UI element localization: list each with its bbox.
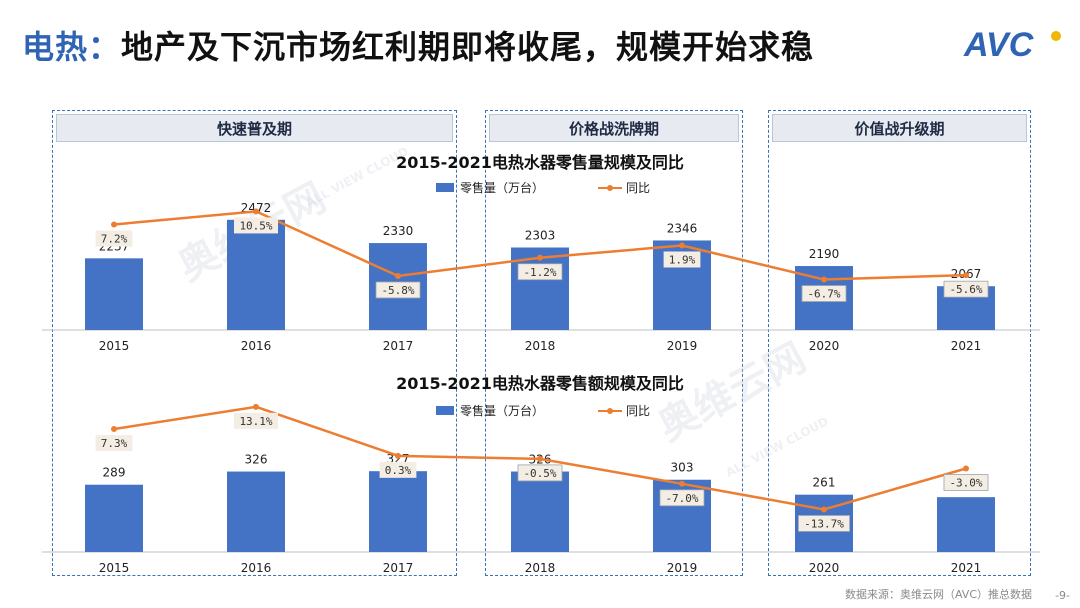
chart2-tick-2020: 2020 bbox=[809, 561, 840, 575]
chart2-yoy-label-bg-2021 bbox=[943, 474, 989, 491]
chart2-bar-2018 bbox=[511, 471, 569, 552]
chart1-tick-2015: 2015 bbox=[99, 339, 130, 353]
chart2-yoy-point-2018 bbox=[537, 455, 543, 462]
avc-logo-text: AVC bbox=[963, 26, 1034, 64]
chart1-tick-2020: 2020 bbox=[809, 339, 840, 353]
chart1-legend-bar-label: 零售量（万台） bbox=[460, 180, 544, 195]
chart1-yoy-point-2021 bbox=[963, 272, 969, 279]
page-title: 电热：地产及下沉市场红利期即将收尾，规模开始求稳 bbox=[22, 22, 814, 68]
chart2-yoy-label-bg-2015 bbox=[95, 435, 133, 452]
chart2-yoy-point-2019 bbox=[679, 480, 685, 487]
chart2-yoy-label-2018: -0.5% bbox=[523, 467, 556, 480]
page-title-accent: 电热： bbox=[22, 28, 122, 66]
chart2-bar-value-2019: 303 bbox=[671, 461, 694, 475]
chart1-tick-2018: 2018 bbox=[525, 339, 556, 353]
chart2-title: 2015-2021电热水器零售额规模及同比 bbox=[396, 374, 684, 393]
chart1-yoy-point-2017 bbox=[395, 272, 401, 279]
chart2-bar-2021 bbox=[937, 497, 995, 552]
chart1-yoy-label-bg-2021 bbox=[943, 280, 989, 298]
chart1-yoy-label-2019: 1.9% bbox=[669, 253, 696, 266]
chart1-bar-value-2017: 2330 bbox=[383, 224, 414, 238]
chart2-yoy-label-2015: 7.3% bbox=[101, 437, 128, 450]
chart2-legend-line-marker bbox=[607, 408, 613, 414]
chart1-legend-line-marker bbox=[607, 185, 613, 191]
phase-panel-3 bbox=[768, 110, 1031, 576]
chart2-yoy-point-2020 bbox=[821, 506, 827, 513]
chart2-yoy-label-2019: -7.0% bbox=[665, 492, 698, 505]
chart2-yoy-label-bg-2017 bbox=[379, 461, 417, 478]
chart1-yoy-label-bg-2019 bbox=[663, 251, 701, 268]
chart1-tick-2016: 2016 bbox=[241, 339, 272, 353]
chart2-bar-value-2020: 261 bbox=[813, 476, 836, 490]
chart1-yoy-label-2018: -1.2% bbox=[523, 266, 556, 279]
chart2-bar-2016 bbox=[227, 471, 285, 552]
chart1-legend-bar-swatch bbox=[436, 183, 454, 192]
chart2-yoy-label-bg-2020 bbox=[798, 515, 851, 532]
chart1-yoy-point-2019 bbox=[679, 242, 685, 249]
chart2-bar-value-2016: 326 bbox=[245, 453, 268, 467]
chart1-title: 2015-2021电热水器零售量规模及同比 bbox=[396, 153, 684, 172]
chart2-legend-line-label: 同比 bbox=[626, 404, 650, 418]
chart2-bar-value-2015: 289 bbox=[103, 466, 126, 480]
chart2-bar-2015 bbox=[85, 484, 143, 552]
chart2-legend-bar-label: 零售量（万台） bbox=[460, 403, 544, 418]
avc-logo: AVC bbox=[963, 26, 1061, 64]
chart1-yoy-label-2015: 7.2% bbox=[101, 232, 128, 245]
chart2-yoy-point-2021 bbox=[963, 465, 969, 472]
phase-panel-2 bbox=[485, 110, 743, 576]
chart2-yoy-label-bg-2019 bbox=[659, 489, 705, 507]
data-source-note: 数据来源：奥维云网（AVC）推总数据 bbox=[844, 588, 1032, 601]
chart1-yoy-label-bg-2016 bbox=[234, 217, 278, 234]
chart2-yoy-label-bg-2016 bbox=[234, 412, 278, 429]
chart2-tick-2016: 2016 bbox=[241, 561, 272, 575]
chart1-yoy-label-bg-2018 bbox=[517, 263, 563, 281]
chart1-bar-2016 bbox=[227, 219, 285, 330]
chart1-yoy-point-2016 bbox=[253, 208, 259, 215]
chart1-yoy-label-2020: -6.7% bbox=[807, 288, 840, 301]
chart1-yoy-label-2021: -5.6% bbox=[949, 283, 982, 296]
chart1-yoy-point-2020 bbox=[821, 276, 827, 283]
phase-header-2: 价格战洗牌期 bbox=[489, 114, 739, 142]
chart1-bar-value-2019: 2346 bbox=[667, 221, 698, 235]
phase-header-3: 价值战升级期 bbox=[772, 114, 1027, 142]
phase-header-1: 快速普及期 bbox=[56, 114, 453, 142]
chart2-tick-2019: 2019 bbox=[667, 561, 698, 575]
chart1-bar-value-2018: 2303 bbox=[525, 229, 556, 243]
chart2-yoy-point-2016 bbox=[253, 403, 259, 410]
chart2-yoy-label-bg-2018 bbox=[517, 464, 563, 482]
page-title-main: 地产及下沉市场红利期即将收尾，规模开始求稳 bbox=[121, 28, 815, 66]
chart2-yoy-point-2017 bbox=[395, 452, 401, 459]
chart2-yoy-label-2021: -3.0% bbox=[949, 476, 982, 489]
chart1-yoy-point-2018 bbox=[537, 254, 543, 261]
chart1-yoy-label-bg-2015 bbox=[95, 230, 133, 247]
chart1-tick-2017: 2017 bbox=[383, 339, 414, 353]
chart2-tick-2018: 2018 bbox=[525, 561, 556, 575]
chart2-tick-2021: 2021 bbox=[951, 561, 982, 575]
phase-panel-1 bbox=[52, 110, 457, 576]
chart1-yoy-label-bg-2020 bbox=[801, 285, 847, 302]
chart1-bar-value-2020: 2190 bbox=[809, 247, 840, 261]
chart1-bar-2015 bbox=[85, 258, 143, 330]
chart2-yoy-label-2017: 0.3% bbox=[385, 464, 412, 477]
chart2-tick-2017: 2017 bbox=[383, 561, 414, 575]
chart1-tick-2019: 2019 bbox=[667, 339, 698, 353]
chart2-tick-2015: 2015 bbox=[99, 561, 130, 575]
page-number: -9- bbox=[1055, 589, 1070, 602]
chart2-yoy-point-2015 bbox=[111, 426, 117, 433]
chart1-yoy-label-2016: 10.5% bbox=[239, 219, 272, 232]
chart2-yoy-label-2016: 13.1% bbox=[239, 415, 272, 428]
chart1-yoy-label-bg-2017 bbox=[375, 281, 421, 299]
avc-logo-dot bbox=[1051, 31, 1061, 41]
chart1-yoy-point-2015 bbox=[111, 221, 117, 228]
chart2-yoy-label-2020: -13.7% bbox=[804, 517, 844, 530]
chart1-legend-line-label: 同比 bbox=[626, 181, 650, 195]
chart1-tick-2021: 2021 bbox=[951, 339, 982, 353]
chart2-bar-2017 bbox=[369, 471, 427, 552]
chart1-yoy-label-2017: -5.8% bbox=[381, 284, 414, 297]
chart2-legend-bar-swatch bbox=[436, 406, 454, 415]
